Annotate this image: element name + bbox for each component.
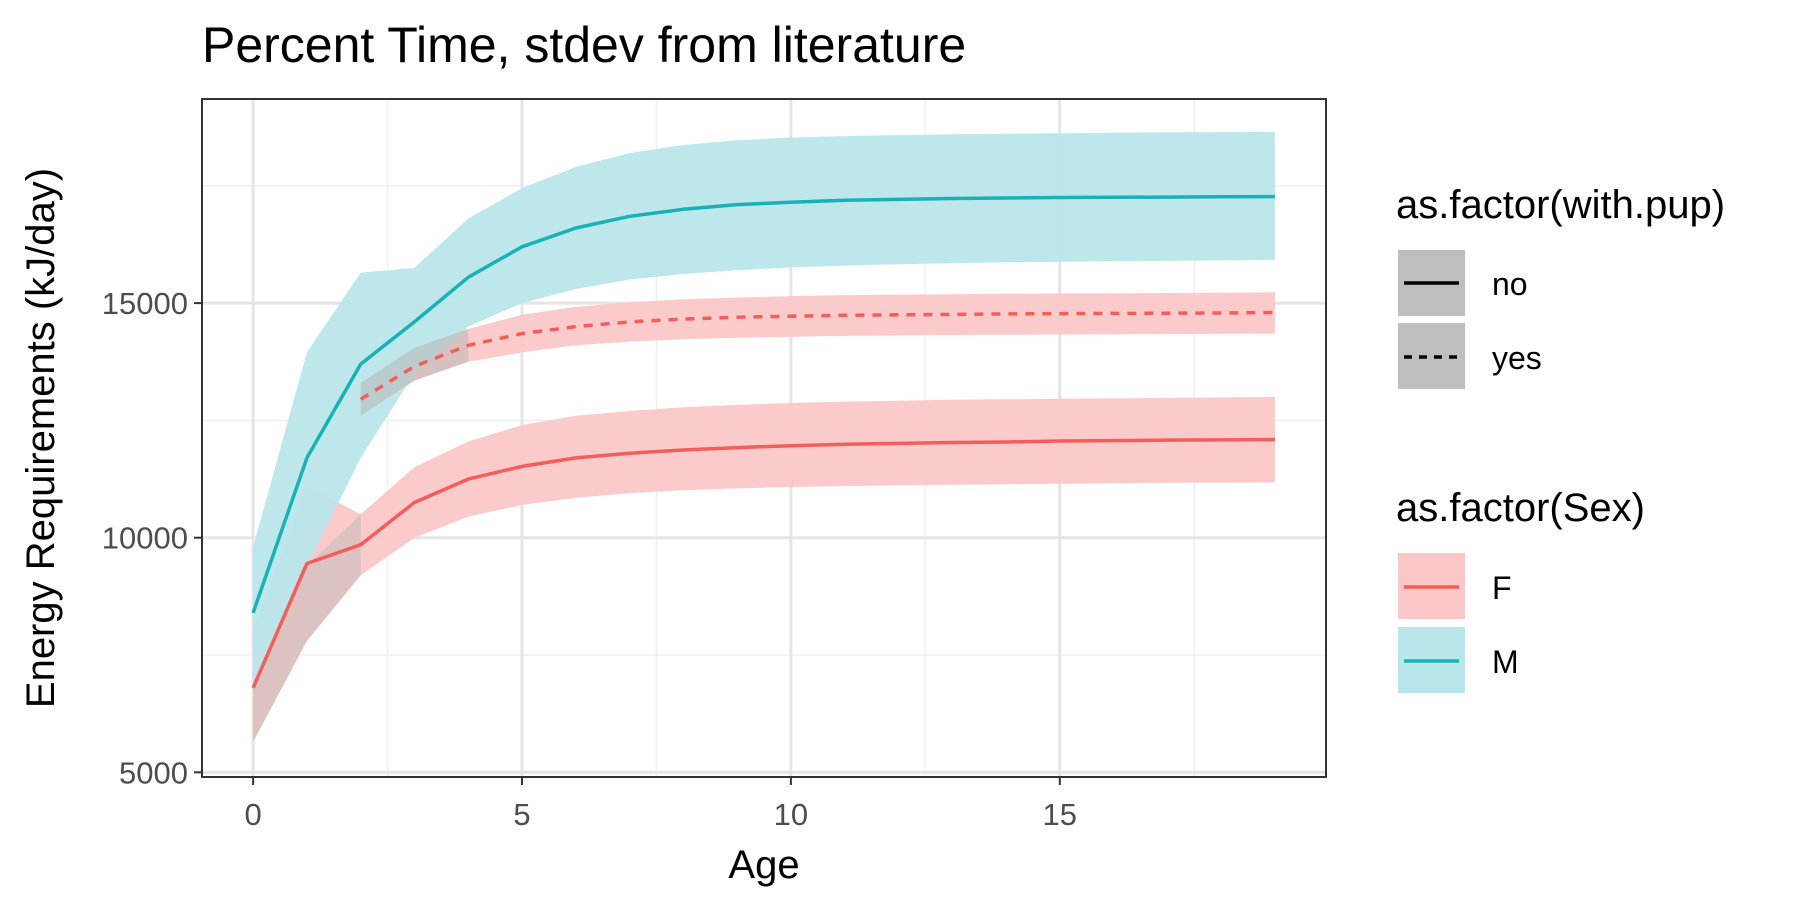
- y-axis: 5000 10000 15000: [102, 286, 202, 790]
- y-tick-label: 10000: [102, 521, 188, 556]
- panel-border: [201, 98, 1327, 778]
- legend-with-pup: as.factor(with.pup) no yes: [1396, 183, 1725, 389]
- x-axis-title: Age: [728, 843, 799, 887]
- y-axis-title: Energy Requirements (kJ/day): [19, 168, 63, 708]
- x-tick-label: 5: [513, 797, 530, 832]
- series-lines: [251, 194, 1275, 689]
- line-m-no: [251, 194, 1275, 614]
- ribbon-overlap-shade-early: [253, 514, 361, 742]
- ribbon-f-yes: [360, 292, 1275, 416]
- line-f-no: [251, 437, 1275, 689]
- x-tick-label: 0: [244, 797, 261, 832]
- ribbons: [253, 131, 1275, 742]
- chart-title: Percent Time, stdev from literature: [202, 17, 966, 73]
- legend-sex: as.factor(Sex) F M: [1396, 486, 1645, 693]
- legend-sex-title: as.factor(Sex): [1396, 486, 1645, 530]
- ribbon-overlap-shade: [360, 328, 469, 416]
- x-axis: 0 5 10 15: [244, 777, 1077, 832]
- plot-panel: [201, 98, 1327, 778]
- legend-label-no: no: [1492, 266, 1528, 302]
- legend-label-m: M: [1492, 644, 1519, 680]
- y-tick-label: 15000: [102, 286, 188, 321]
- legend-with-pup-title: as.factor(with.pup): [1396, 183, 1725, 227]
- ribbon-m-no: [253, 131, 1275, 684]
- ribbon-f-no: [253, 396, 1275, 742]
- legend-label-f: F: [1492, 570, 1512, 606]
- x-tick-label: 10: [774, 797, 808, 832]
- legend-label-yes: yes: [1492, 340, 1542, 376]
- x-tick-label: 15: [1043, 797, 1077, 832]
- y-tick-label: 5000: [119, 755, 188, 790]
